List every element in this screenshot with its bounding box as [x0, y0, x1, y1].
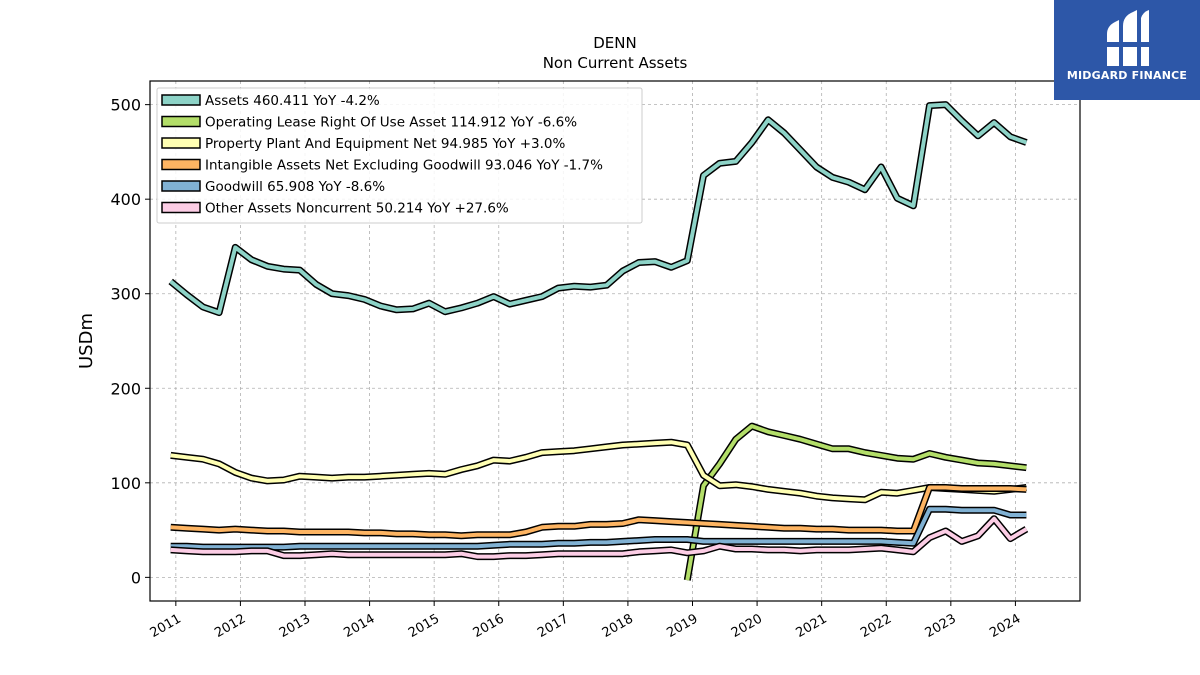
series-stroke [169, 102, 1028, 315]
series-stroke [685, 424, 1027, 581]
legend-swatch [161, 115, 201, 128]
legend-label: Intangible Assets Net Excluding Goodwill… [205, 158, 603, 174]
legend-label: Operating Lease Right Of Use Asset 114.9… [205, 115, 577, 131]
x-tick-label: 2023 [923, 611, 959, 641]
series-stroke [170, 440, 1027, 502]
series-line-2 [170, 438, 1027, 504]
legend-label: Other Assets Noncurrent 50.214 YoY +27.6… [205, 201, 509, 217]
legend-item-0: Assets 460.411 YoY -4.2% [161, 93, 380, 109]
legend-label: Goodwill 65.908 YoY -8.6% [205, 179, 385, 195]
x-tick-label: 2014 [341, 611, 377, 641]
legend-swatch [161, 180, 201, 192]
brand-name: MIDGARD FINANCE [1066, 69, 1188, 82]
x-tick-label: 2018 [600, 611, 636, 641]
y-axis-label: USDm [76, 313, 97, 369]
y-axis-ticks: 0 100 200 300 400 500 [110, 96, 150, 587]
legend-item-3: Intangible Assets Net Excluding Goodwill… [161, 158, 603, 174]
series-stroke [170, 485, 1027, 538]
x-tick-label: 2011 [148, 611, 184, 641]
y-tick-label: 400 [110, 190, 141, 209]
legend-item-4: Goodwill 65.908 YoY -8.6% [161, 179, 385, 195]
series-line-4 [170, 505, 1027, 551]
midgard-logo-icon [1105, 10, 1151, 66]
x-tick-label: 2016 [471, 611, 507, 641]
y-tick-label: 100 [110, 474, 141, 493]
y-tick-label: 0 [131, 568, 141, 587]
series-lines [168, 101, 1029, 581]
y-tick-label: 200 [110, 379, 141, 398]
legend-item-2: Property Plant And Equipment Net 94.985 … [161, 136, 565, 152]
legend-swatch [161, 137, 201, 149]
series-line-0 [168, 101, 1028, 317]
legend-box [156, 87, 643, 224]
plot-frame [149, 80, 1081, 602]
legend-swatch [161, 158, 201, 171]
legend-item-5: Other Assets Noncurrent 50.214 YoY +27.6… [161, 201, 509, 217]
legend-label: Property Plant And Equipment Net 94.985 … [205, 136, 565, 152]
x-tick-label: 2020 [729, 611, 765, 641]
x-tick-label: 2013 [277, 611, 313, 641]
chart-title: DENN [593, 34, 636, 52]
y-tick-label: 500 [110, 96, 141, 115]
legend-item-1: Operating Lease Right Of Use Asset 114.9… [161, 115, 577, 131]
chart-subtitle: Non Current Assets [543, 54, 688, 72]
series-line-5 [170, 515, 1029, 561]
series-line-1 [683, 422, 1027, 581]
series-stroke [170, 507, 1027, 550]
y-tick-label: 300 [110, 285, 141, 304]
x-tick-label: 2019 [664, 611, 700, 641]
x-tick-label: 2022 [858, 611, 894, 641]
x-tick-label: 2015 [406, 611, 442, 641]
brand-logo: MIDGARD FINANCE [1054, 0, 1200, 100]
x-tick-label: 2012 [212, 611, 248, 641]
x-tick-label: 2017 [535, 611, 571, 641]
legend: Assets 460.411 YoY -4.2% Operating Lease … [156, 87, 643, 224]
x-axis-ticks: 2011 2012 2013 2014 2015 2016 2017 2018 2019 2020… [148, 601, 1023, 641]
x-tick-label: 2021 [794, 611, 830, 641]
series-stroke [170, 516, 1028, 559]
x-tick-label: 2024 [987, 611, 1023, 641]
legend-swatch [161, 201, 201, 214]
legend-label: Assets 460.411 YoY -4.2% [205, 93, 380, 109]
series-line-3 [170, 484, 1027, 540]
legend-swatch [161, 94, 201, 106]
